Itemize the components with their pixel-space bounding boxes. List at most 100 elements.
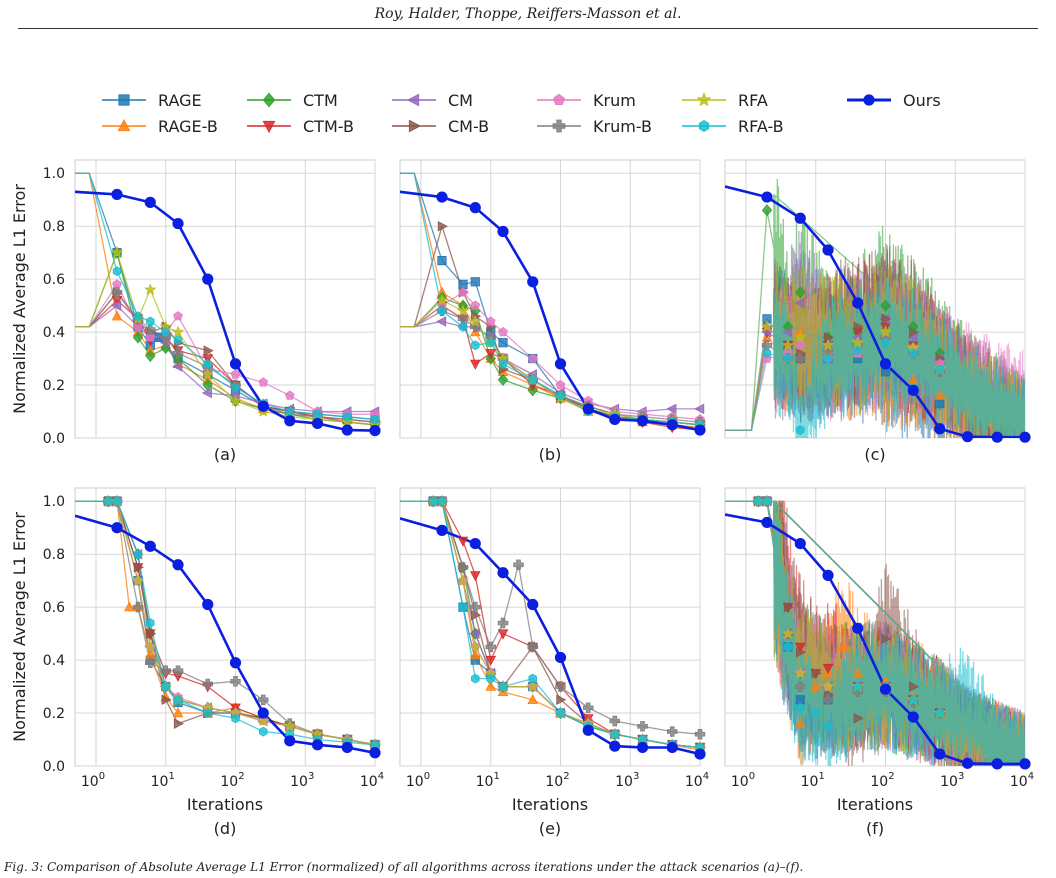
data-point-rfa [821, 338, 835, 351]
data-point-ours [341, 741, 353, 754]
y-tick-label: 0.0 [43, 431, 65, 447]
data-point-ours [1019, 431, 1031, 443]
data-point-ours [794, 537, 806, 550]
y-tick-label: 0.6 [43, 600, 65, 616]
data-point-cm-b [881, 633, 892, 645]
legend-swatch-rage-b [102, 118, 146, 132]
data-point-rfa-b [133, 311, 143, 322]
running-header: Roy, Halder, Thoppe, Reiffers-Masson et … [374, 6, 682, 22]
panel-d: 0.0 0.2 0.4 0.6 0.8 1.0 Normalized Average L1 … [10, 487, 384, 838]
data-point-rfa [435, 293, 449, 306]
legend-item-rage: RAGE [100, 88, 202, 112]
panel-caption: (f) [866, 819, 884, 838]
data-point-ours [582, 724, 594, 736]
data-point-rfa-b [486, 337, 496, 348]
data-point-ours [229, 358, 242, 370]
panel-f: 100 101 102 103 104 Iterations (f) [724, 487, 1034, 838]
plot-area [74, 487, 376, 767]
data-point-rfa-b [161, 681, 171, 692]
data-point-rfa [781, 627, 795, 639]
legend-marker-krum-b [552, 119, 566, 133]
data-point-rfa-b [146, 618, 155, 628]
data-point-ours [436, 191, 448, 203]
data-point-rfa-b [528, 673, 537, 684]
legend-label-krum: Krum [593, 90, 636, 110]
data-point-rfa [110, 246, 124, 259]
data-point-ctm [761, 204, 773, 217]
data-point-ours [172, 217, 184, 230]
legend-marker-krum [553, 93, 565, 106]
legend-label-rfa-b: RFA-B [738, 116, 784, 136]
y-tick-label: 0.8 [43, 219, 65, 235]
panel-a: 0.0 0.2 0.4 0.6 0.8 1.0 Normalized Average L1 … [10, 159, 382, 464]
data-point-rfa-b [935, 708, 944, 718]
panel-caption: (d) [214, 819, 237, 838]
y-tick-label: 0.0 [43, 759, 65, 775]
legend-marker-cm-b [408, 119, 422, 133]
page-header: Roy, Halder, Thoppe, Reiffers-Masson et … [0, 0, 1056, 40]
data-point-rfa-b [173, 335, 183, 345]
data-point-rfa-b [823, 353, 833, 364]
data-point-rfa-b [429, 496, 438, 507]
legend-item-cm: CM [390, 88, 473, 112]
x-tick-label: 101 [476, 771, 500, 790]
legend-item-ctm-b: CTM-B [245, 114, 354, 138]
data-point-rage-b [795, 717, 806, 728]
legend-marker-rage-b [117, 118, 131, 132]
series-line-rfa-b [725, 500, 1025, 766]
x-tick-label: 103 [290, 771, 314, 790]
data-point-rfa-b [556, 390, 565, 401]
data-point-ctm-b [457, 536, 469, 547]
data-point-rfa-b [783, 353, 793, 364]
x-tick-label: 100 [81, 771, 105, 790]
y-axis-label: Normalized Average L1 Error [10, 512, 29, 742]
data-point-rfa-b [796, 425, 805, 435]
data-point-krum-b [583, 702, 594, 713]
data-point-cm-b [796, 646, 807, 658]
legend-item-ctm: CTM [245, 88, 338, 112]
data-point-cm [469, 628, 480, 639]
data-point-rage-b [111, 310, 123, 321]
data-point-ours [934, 423, 946, 435]
legend: RAGE RAGE-B CTM CTM-B CM CM-B Krum Krum-B RFA RFA… [100, 88, 1000, 144]
legend-item-krum-b: Krum-B [535, 114, 652, 138]
data-point-rage [437, 256, 447, 266]
data-point-rfa [456, 304, 470, 317]
legend-label-ctm-b: CTM-B [303, 116, 354, 136]
data-point-rfa [144, 640, 157, 653]
data-point-ours [991, 431, 1003, 443]
data-point-rage [498, 338, 508, 348]
data-point-ours [852, 297, 864, 309]
data-point-ctm-b [470, 359, 481, 370]
data-point-rfa-b [823, 721, 833, 732]
data-point-ours [497, 567, 509, 579]
data-point-rfa [201, 367, 214, 380]
data-point-ours [694, 424, 706, 436]
data-point-rfa-b [112, 496, 122, 507]
x-tick-label: 104 [1010, 771, 1034, 790]
data-point-rfa-b [796, 702, 805, 713]
data-point-rfa-b [762, 496, 772, 507]
data-point-krum-b [609, 715, 620, 727]
data-point-rfa-b [313, 409, 322, 420]
x-tick-label: 100 [731, 771, 755, 790]
data-point-krum-b [144, 324, 156, 335]
markers [760, 191, 1031, 443]
series-group [725, 500, 1025, 766]
y-tick-label: 0.6 [43, 272, 65, 288]
legend-label-ours: Ours [903, 90, 941, 110]
data-point-rfa [526, 679, 539, 692]
data-point-rfa-b [610, 729, 619, 740]
data-point-ours [961, 431, 974, 443]
legend-label-cm-b: CM-B [448, 116, 490, 136]
data-point-cm-b [881, 313, 892, 325]
data-point-ours [907, 384, 919, 396]
data-point-krum [458, 287, 468, 297]
data-point-ours [666, 741, 678, 754]
data-point-rfa-b [146, 316, 155, 327]
y-tick-label: 0.4 [43, 653, 65, 669]
legend-marker-rage [118, 94, 130, 106]
data-point-ours [527, 598, 539, 611]
data-point-rfa-b [285, 406, 295, 417]
data-point-krum-b [257, 694, 269, 705]
